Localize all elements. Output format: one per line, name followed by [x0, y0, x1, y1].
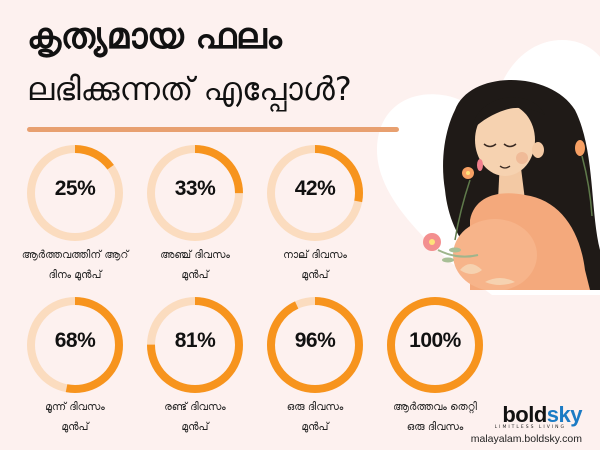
donut-ring [387, 297, 483, 393]
gauge-percentage: 100% [409, 329, 461, 352]
gauge-label: ആർത്തവം തെറ്റി ഒരു ദിവസം [360, 397, 510, 437]
gauge-label: അഞ്ച് ദിവസം മുൻപ് [120, 245, 270, 285]
gauge-label-line-2: മുൻപ് [61, 421, 89, 433]
gauge-label: രണ്ട് ദിവസം മുൻപ് [120, 397, 270, 437]
logo-text-sky: sky [546, 402, 583, 427]
title-divider [27, 127, 399, 132]
brand-url[interactable]: malayalam.boldsky.com [470, 433, 582, 445]
gauge-label-line-2: ദിനം മുൻപ് [48, 269, 102, 281]
gauge-label-line-2: മുൻപ് [301, 269, 329, 281]
donut-ring [27, 145, 123, 241]
flower-icon [423, 233, 479, 263]
donut-ring [27, 297, 123, 393]
gauge-percentage: 25% [54, 177, 96, 200]
gauge-percentage: 68% [54, 329, 96, 352]
title-line-1: കൃത്യമായ ഫലം [27, 16, 282, 57]
brand-block: boldsky LIMITLESS LIVING malayalam.bolds… [470, 402, 583, 445]
gauge-label-line-1: മൂന്ന് ദിവസം [45, 401, 105, 413]
gauge-card: 42% നാല് ദിവസം മുൻപ് [265, 143, 365, 281]
gauge-percentage: 81% [174, 329, 216, 352]
gauge-label-line-2: മുൻപ് [181, 269, 209, 281]
gauge-label-line-1: ആർത്തവത്തിന് ആറ് [21, 249, 129, 261]
donut-ring [147, 297, 243, 393]
gauge-label: ഒരു ദിവസം മുൻപ് [240, 397, 390, 437]
gauge-card: 33% അഞ്ച് ദിവസം മുൻപ് [145, 143, 245, 281]
gauge-percentage: 42% [294, 177, 336, 200]
gauge-label-line-1: രണ്ട് ദിവസം [164, 401, 226, 413]
gauge-label-line-2: ഒരു ദിവസം [406, 421, 464, 433]
boldsky-logo[interactable]: boldsky [471, 402, 582, 428]
flower-icon [575, 140, 593, 217]
gauge-label-line-2: മുൻപ് [301, 421, 329, 433]
donut-ring [267, 145, 363, 241]
pregnant-woman-illustration [423, 80, 600, 290]
gauge-label: നാല് ദിവസം മുൻപ് [240, 245, 390, 285]
gauge-label-line-1: അഞ്ച് ദിവസം [160, 249, 230, 261]
gauge-label-line-1: ആർത്തവം തെറ്റി [393, 401, 477, 413]
gauge-label-line-2: മുൻപ് [181, 421, 209, 433]
gauge-label: ആർത്തവത്തിന് ആറ് ദിനം മുൻപ് [0, 245, 150, 285]
gauge-card: 68% മൂന്ന് ദിവസം മുൻപ് [25, 295, 125, 433]
logo-text-bold: bold [502, 402, 547, 427]
donut-ring [267, 297, 363, 393]
gauge-card: 25% ആർത്തവത്തിന് ആറ് ദിനം മുൻപ് [22, 143, 128, 281]
gauge-percentage: 96% [294, 329, 336, 352]
flower-icon [454, 159, 483, 241]
gauge-percentage: 33% [174, 177, 216, 200]
gauge-label-line-1: ഒരു ദിവസം [286, 401, 344, 413]
gauge-card: 100% ആർത്തവം തെറ്റി ഒരു ദിവസം [385, 295, 485, 433]
gauge-label-line-1: നാല് ദിവസം [283, 249, 347, 261]
gauge-card: 81% രണ്ട് ദിവസം മുൻപ് [145, 295, 245, 433]
brand-tagline: LIMITLESS LIVING [494, 425, 566, 430]
title-line-2: ലഭിക്കുന്നത് എപ്പോൾ? [27, 70, 352, 108]
gauge-label: മൂന്ന് ദിവസം മുൻപ് [0, 397, 150, 437]
gauge-card: 96% ഒരു ദിവസം മുൻപ് [265, 295, 365, 433]
donut-ring [147, 145, 243, 241]
